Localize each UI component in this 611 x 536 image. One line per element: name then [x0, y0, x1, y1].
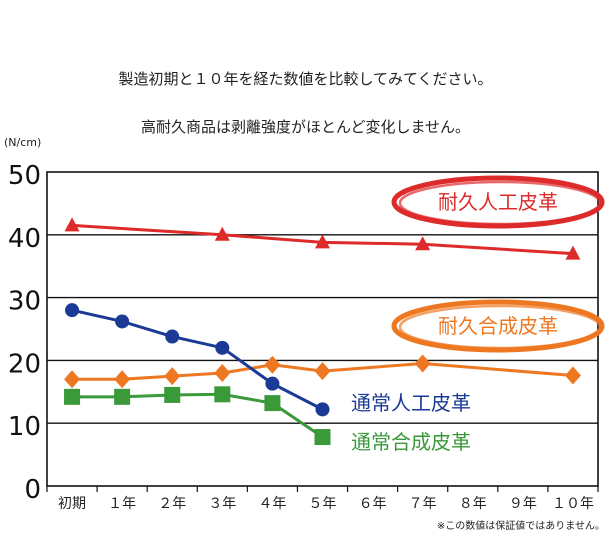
subtitle-line-1: 製造初期と１０年を経た数値を比較してみてください。 [118, 70, 493, 88]
triangle-marker [214, 226, 230, 241]
diamond-marker [214, 363, 231, 382]
disclaimer-note: ※この数値は保証値ではありません。 [436, 521, 605, 532]
series-label: 通常合成皮革 [351, 430, 471, 454]
diamond-marker [314, 362, 331, 381]
series-label: 通常人工皮革 [351, 391, 471, 415]
diamond-marker [414, 354, 431, 373]
square-marker [214, 386, 231, 403]
x-tick-label: ３年 [208, 496, 236, 512]
circle-marker [265, 376, 280, 391]
circle-marker [165, 329, 180, 344]
diamond-marker [164, 367, 181, 386]
y-tick-label: 40 [8, 224, 41, 254]
series-label: 耐久人工皮革 [438, 190, 558, 214]
diamond-marker [114, 370, 131, 389]
plot-frame [46, 171, 599, 487]
triangle-marker [565, 245, 581, 260]
square-marker [64, 388, 81, 405]
triangle-marker [315, 234, 330, 249]
square-marker [164, 386, 181, 403]
x-tick-label: １年 [108, 496, 136, 512]
subtitle-line-2: 高耐久商品は剥離強度がほとんど変化しません。 [140, 118, 471, 136]
series-label: 耐久合成皮革 [438, 314, 558, 338]
y-tick-label: 10 [8, 412, 41, 442]
highlight-ellipse [391, 175, 605, 229]
x-tick-label: ４年 [258, 496, 286, 512]
y-tick-label: 0 [24, 475, 41, 505]
square-marker [114, 388, 131, 405]
y-tick-label: 30 [8, 287, 41, 317]
highlight-ellipse-inner [398, 304, 602, 350]
y-tick-label: 50 [8, 161, 41, 191]
y-axis-unit: (N/cm) [4, 136, 41, 149]
y-tick-label: 20 [8, 349, 41, 379]
circle-marker [315, 402, 330, 417]
circle-marker [215, 340, 230, 355]
series-line [71, 308, 324, 411]
circle-marker [115, 314, 130, 329]
highlight-ellipse-inner [398, 180, 602, 226]
triangle-marker [64, 217, 80, 232]
x-tick-label: ６年 [359, 496, 387, 512]
x-tick-label: １０年 [552, 496, 594, 512]
series-line [72, 362, 574, 381]
diamond-marker [64, 370, 81, 389]
x-tick-label: ２年 [158, 496, 186, 512]
x-tick-label: ８年 [459, 496, 487, 512]
square-marker [314, 429, 331, 446]
x-tick-label: ５年 [309, 496, 337, 512]
series-line [72, 392, 324, 439]
square-marker [264, 395, 281, 412]
x-tick-label: ７年 [409, 496, 437, 512]
highlight-ellipse [391, 299, 605, 353]
diamond-marker [264, 355, 281, 374]
triangle-marker [415, 236, 431, 251]
x-tick-label: 初期 [58, 495, 86, 512]
x-tick-label: ９年 [509, 496, 537, 512]
circle-marker [65, 303, 80, 318]
diamond-marker [564, 366, 581, 385]
